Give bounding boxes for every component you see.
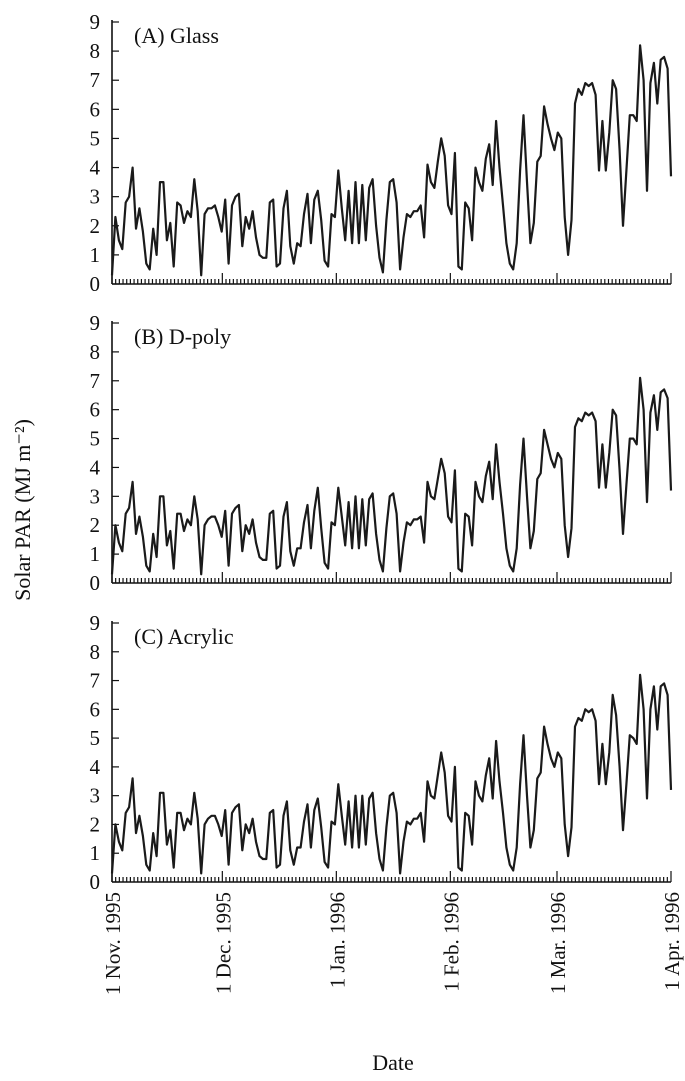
x-axis-tick-labels: 1 Nov. 1995 1 Dec. 1995 1 Jan. 1996 1 Feb. … <box>101 892 684 995</box>
panel-label: (C) Acrylic <box>134 624 234 649</box>
panel-label: (A) Glass <box>134 23 219 48</box>
y-tick-label: 8 <box>90 640 101 664</box>
y-tick-label: 1 <box>90 542 101 566</box>
x-tick-label: 1 Feb. 1996 <box>439 892 463 992</box>
y-tick-label: 2 <box>90 513 101 537</box>
y-tick-label: 2 <box>90 812 101 836</box>
y-tick-label: 1 <box>90 243 101 267</box>
y-tick-label: 9 <box>90 311 101 335</box>
x-tick-label: 1 Dec. 1995 <box>211 892 235 994</box>
y-tick-label: 9 <box>90 10 101 34</box>
y-tick-label: 2 <box>90 214 101 238</box>
x-tick-label: 1 Jan. 1996 <box>325 892 349 988</box>
x-axis-title: Date <box>372 1050 414 1075</box>
y-axis-title: Solar PAR (MJ m⁻²) <box>10 419 35 601</box>
y-tick-label: 5 <box>90 126 101 150</box>
series-line-1 <box>110 376 673 576</box>
y-tick-label: 0 <box>90 272 101 296</box>
y-tick-label: 4 <box>90 755 101 779</box>
y-tick-label: 6 <box>90 97 101 121</box>
y-tick-label: 7 <box>90 68 101 92</box>
panel-1: 0 1 2 3 4 5 6 7 8 9 (A) Glass <box>90 10 673 296</box>
y-tick-label: 6 <box>90 697 101 721</box>
y-tick-label: 8 <box>90 340 101 364</box>
y-tick-label: 4 <box>90 156 101 180</box>
series-line-1 <box>110 44 673 277</box>
y-tick-label: 3 <box>90 484 101 508</box>
x-tick-label: 1 Nov. 1995 <box>101 892 125 995</box>
series-line-1 <box>110 673 673 875</box>
y-tick-label: 0 <box>90 571 101 595</box>
panel-2: 0 1 2 3 4 5 6 7 8 9 (B) D-poly <box>90 311 673 595</box>
y-tick-label: 7 <box>90 669 101 693</box>
x-tick-label: 1 Apr. 1996 <box>660 892 684 991</box>
y-tick-label: 8 <box>90 39 101 63</box>
y-tick-label: 7 <box>90 369 101 393</box>
y-tick-label: 5 <box>90 427 101 451</box>
y-tick-label: 1 <box>90 841 101 865</box>
y-tick-label: 4 <box>90 455 101 479</box>
panel-label: (B) D-poly <box>134 324 231 349</box>
y-tick-label: 9 <box>90 611 101 635</box>
y-tick-label: 3 <box>90 185 101 209</box>
y-tick-label: 0 <box>90 870 101 894</box>
y-tick-label: 5 <box>90 726 101 750</box>
x-tick-label: 1 Mar. 1996 <box>546 892 570 994</box>
panel-3: 0 1 2 3 4 5 6 7 8 9 (C) Acrylic <box>90 611 673 894</box>
y-tick-label: 3 <box>90 784 101 808</box>
y-tick-label: 6 <box>90 398 101 422</box>
